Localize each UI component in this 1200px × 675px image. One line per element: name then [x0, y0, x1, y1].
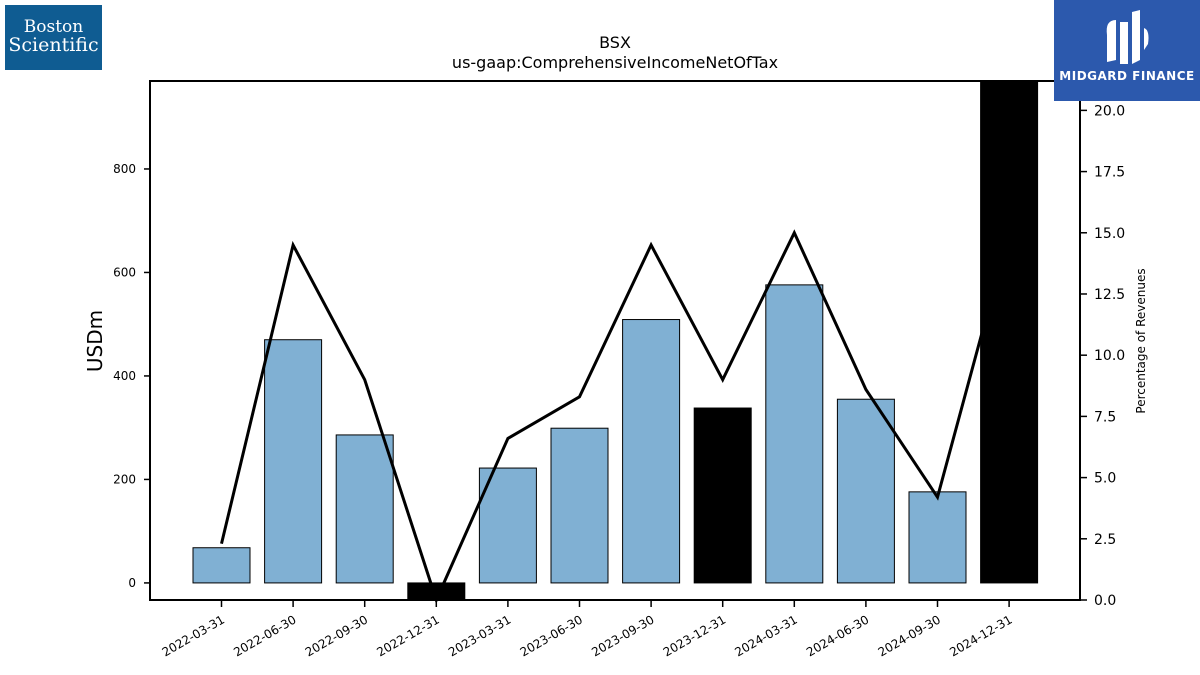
bar-2024-12-31 [980, 80, 1039, 584]
logo-line-1: Boston [23, 17, 84, 37]
x-tick-label: 2024-09-30 [876, 612, 943, 659]
percentage-line [220, 229, 1011, 605]
y-tick-label: 400 [113, 369, 136, 383]
y-tick-label: 200 [113, 472, 136, 486]
y2-tick-label: 5.0 [1094, 471, 1116, 487]
x-tick-label: 2022-03-31 [160, 612, 227, 659]
y2-axis-label: Percentage of Revenues [1134, 268, 1148, 413]
x-tick-label: 2022-09-30 [303, 612, 370, 659]
y2-tick-label: 2.5 [1094, 532, 1116, 548]
x-tick-label: 2024-03-31 [732, 612, 799, 659]
bar-2024-03-31 [765, 284, 824, 584]
bar-2023-09-30 [622, 319, 681, 584]
y2-tick-label: 7.5 [1094, 409, 1116, 425]
bar-2022-09-30 [335, 434, 394, 584]
boston-scientific-logo: Boston Scientific [5, 5, 102, 70]
chart-title: BSX [599, 33, 631, 52]
x-tick-label: 2023-12-31 [661, 612, 728, 659]
bar-2023-06-30 [550, 427, 609, 584]
x-ticks: 2022-03-31 2022-06-30 2022-09-30 2022-12-31… [160, 600, 1015, 659]
logo-line-2: Scientific [8, 34, 99, 56]
percentage-series-line [220, 229, 1011, 605]
y-tick-label: 600 [113, 265, 136, 279]
x-tick-label: 2023-03-31 [446, 612, 513, 659]
midgard-finance-text: MIDGARD FINANCE [1059, 69, 1195, 83]
bars [192, 80, 1039, 601]
bar-2023-12-31 [693, 407, 752, 584]
x-tick-label: 2022-12-31 [374, 612, 441, 659]
y-ticks: 0 200 400 600 800 [113, 162, 150, 590]
y-tick-label: 0 [128, 576, 136, 590]
y2-tick-label: 20.0 [1094, 103, 1125, 119]
y2-tick-label: 10.0 [1094, 348, 1125, 364]
y-tick-label: 800 [113, 162, 136, 176]
y2-tick-label: 15.0 [1094, 226, 1125, 242]
y-axis-label: USDm [83, 310, 107, 372]
x-tick-label: 2022-06-30 [231, 612, 298, 659]
y2-tick-label: 17.5 [1094, 165, 1125, 181]
bar-2022-06-30 [264, 339, 323, 584]
x-tick-label: 2024-06-30 [804, 612, 871, 659]
bar-2024-09-30 [908, 491, 967, 584]
chart-subtitle: us-gaap:ComprehensiveIncomeNetOfTax [452, 53, 778, 72]
bar-2024-06-30 [836, 398, 895, 584]
y2-tick-label: 12.5 [1094, 287, 1125, 303]
midgard-mark-icon [1106, 10, 1149, 64]
y2-ticks: 0.0 2.5 5.0 7.5 10.0 12.5 15.0 17.5 20.0 [1080, 103, 1125, 609]
bar-2023-03-31 [478, 467, 537, 584]
x-tick-label: 2023-06-30 [518, 612, 585, 659]
x-tick-label: 2023-09-30 [589, 612, 656, 659]
midgard-finance-logo: MIDGARD FINANCE [1054, 0, 1200, 101]
x-tick-label: 2024-12-31 [947, 612, 1014, 659]
y2-tick-label: 0.0 [1094, 593, 1116, 609]
bar-2022-03-31 [192, 547, 251, 584]
plot-frame [149, 80, 1081, 601]
